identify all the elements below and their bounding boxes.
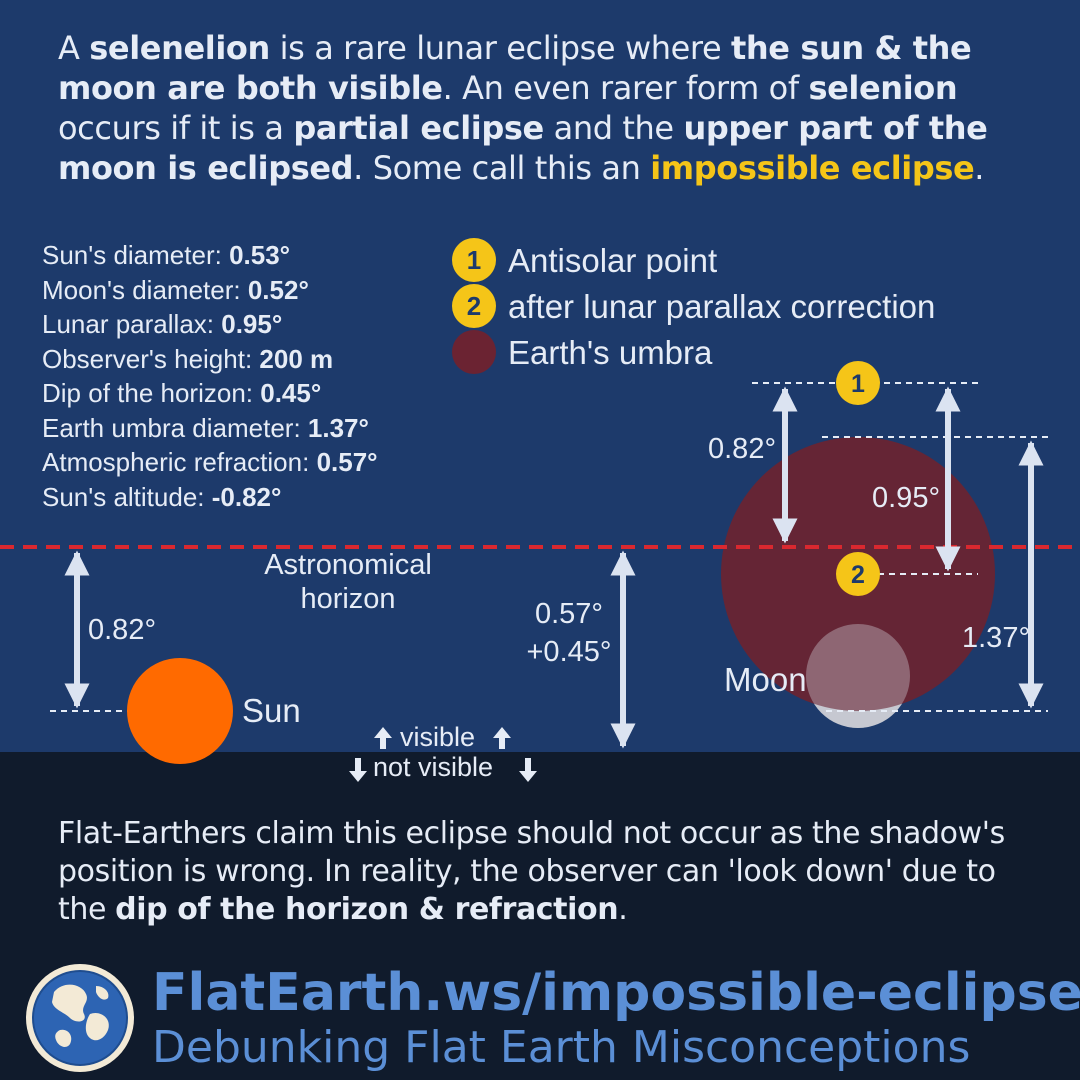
sun-label: Sun [242, 692, 301, 729]
intro-emphasis: upper part of the moon is eclipsed [58, 109, 988, 187]
refraction-value: 0.57° [534, 598, 604, 630]
flat-earth-claim-text: Flat-Earthers claim this eclipse should … [58, 815, 1048, 929]
footer-text-part: . [618, 892, 628, 927]
parameter-label: Dip of the horizon: [42, 378, 261, 408]
legend-label: after lunar parallax correction [508, 288, 936, 325]
parameter-label: Moon's diameter: [42, 274, 248, 305]
parameter-value: 0.45° [260, 378, 322, 408]
footer-text-part: Flat-Earthers claim this eclipse should … [58, 816, 1005, 927]
intro-text-part: . Some call this an [353, 149, 651, 187]
not-visible-label: not visible [373, 752, 494, 782]
parameter-label: Earth umbra diameter: [42, 412, 308, 443]
intro-text-part: . An even rarer form of [442, 69, 809, 107]
parameter-row: Dip of the horizon: 0.45° [42, 376, 378, 411]
parameter-row: Observer's height: 200 m [42, 342, 378, 377]
intro-text-part: A [58, 29, 90, 67]
marker-2-point: 2 [836, 552, 880, 596]
parameter-label: Observer's height: [42, 343, 260, 374]
visibility-arrows [349, 727, 537, 782]
intro-term-selenion: selenion [808, 69, 958, 107]
refraction-dip-label: 0.57° +0.45° [520, 595, 618, 671]
horizon-label-line: horizon [300, 583, 396, 615]
parameter-value: 0.95° [221, 309, 283, 339]
parameter-list: Sun's diameter: 0.53° Moon's diameter: 0… [42, 238, 378, 514]
globe-logo-icon [26, 964, 134, 1072]
up-arrow-icon [374, 727, 392, 749]
tagline: Debunking Flat Earth Misconceptions [152, 1022, 971, 1073]
antisolar-offset-label: 0.82° [708, 433, 777, 465]
up-arrow-icon [493, 727, 511, 749]
site-url: FlatEarth.ws/impossible-eclipse [152, 963, 1080, 1023]
parallax-label: 0.95° [872, 482, 941, 514]
parameter-row: Earth umbra diameter: 1.37° [42, 411, 378, 446]
down-arrow-icon [349, 758, 367, 782]
parameter-label: Lunar parallax: [42, 309, 222, 339]
parameter-row: Moon's diameter: 0.52° [42, 273, 378, 308]
marker-2-icon: 2 [452, 284, 496, 328]
intro-text-part: occurs if it is a [58, 109, 294, 147]
legend-label: Earth's umbra [508, 334, 713, 371]
impossible-eclipse-highlight: impossible eclipse [650, 149, 975, 187]
down-arrow-icon [519, 758, 537, 782]
dimension-arrows [64, 386, 1044, 749]
umbra-diameter-label: 1.37° [962, 622, 1031, 654]
parameter-label: Sun's diameter: [42, 240, 230, 270]
parameter-value: 0.52° [247, 274, 309, 305]
marker-1-icon: 1 [452, 238, 496, 282]
sun-icon [127, 658, 233, 764]
parameter-row: Sun's diameter: 0.53° [42, 238, 378, 273]
sun-altitude-label: 0.82° [88, 614, 157, 646]
moon-label: Moon [724, 661, 807, 698]
parameter-row: Atmospheric refraction: 0.57° [42, 445, 378, 480]
intro-text-part: is a rare lunar eclipse where [269, 29, 732, 67]
intro-text: A selenelion is a rare lunar eclipse whe… [58, 28, 1058, 188]
parameter-value: 1.37° [307, 412, 369, 443]
legend-label: Antisolar point [508, 242, 718, 279]
bottom-panel [0, 752, 1080, 1080]
dip-value: +0.45° [526, 636, 612, 668]
parameter-row: Sun's altitude: -0.82° [42, 480, 378, 515]
intro-term-selenelion: selenelion [89, 29, 270, 67]
footer-emphasis: dip of the horizon & refraction [115, 892, 619, 927]
parameter-value: 0.57° [316, 447, 378, 477]
marker-2-number: 2 [851, 561, 865, 589]
marker-1-number: 1 [851, 370, 865, 398]
marker-2-icon [836, 552, 880, 596]
parameter-value: -0.82° [211, 481, 282, 512]
parameter-value: 0.53° [229, 240, 291, 270]
parameter-label: Sun's altitude: [42, 481, 212, 512]
marker-1-icon [836, 361, 880, 405]
visible-label: visible [400, 722, 476, 752]
parameter-row: Lunar parallax: 0.95° [42, 307, 378, 342]
parameter-value: 200 m [259, 343, 334, 374]
horizon-label-line: Astronomical [264, 549, 432, 581]
intro-text-part: and the [543, 109, 684, 147]
intro-emphasis: partial eclipse [293, 109, 544, 147]
intro-text-part: . [974, 149, 985, 187]
umbra-swatch-icon [452, 330, 496, 374]
eclipsed-moon-overlay [806, 624, 910, 728]
intro-emphasis: the sun & the moon are both visible [58, 29, 972, 107]
marker-1-point: 1 [836, 361, 880, 405]
parameter-label: Atmospheric refraction: [42, 447, 317, 477]
astronomical-horizon-label: Astronomical horizon [240, 548, 456, 616]
sun-group [50, 658, 233, 764]
